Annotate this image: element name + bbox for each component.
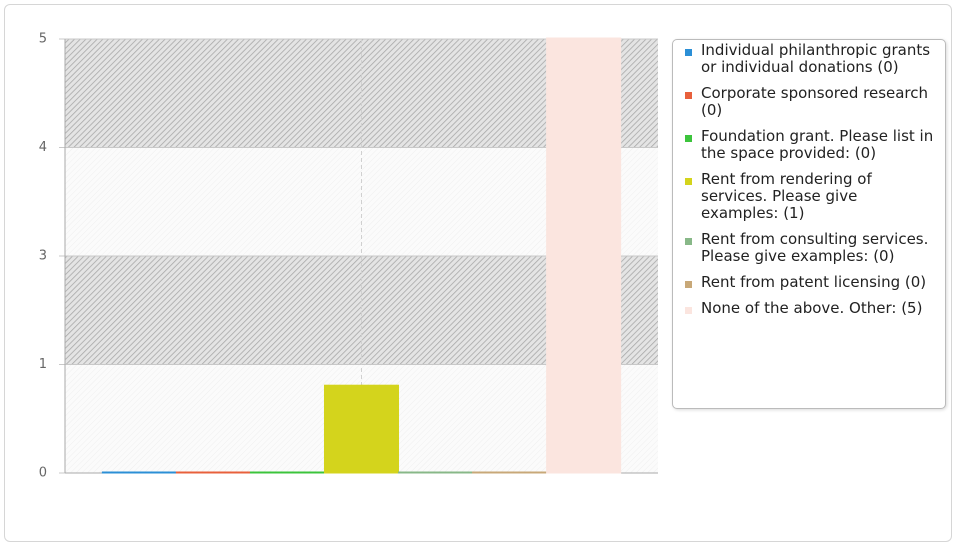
bar [398, 471, 474, 474]
legend-swatch [685, 49, 692, 56]
bar [472, 471, 548, 474]
legend-label: Rent from consulting services. Please gi… [701, 230, 929, 265]
y-tick-label: 0 [39, 466, 47, 481]
bar [249, 471, 325, 474]
legend-label: None of the above. Other: (5) [701, 299, 923, 317]
legend-entry: Rent from rendering of services. Please … [683, 171, 939, 222]
bar [323, 384, 400, 474]
bar [101, 471, 177, 474]
y-tick-label: 3 [39, 249, 47, 264]
bar [175, 471, 251, 474]
legend-label: Rent from patent licensing (0) [701, 273, 927, 291]
legend-swatch [685, 135, 692, 142]
legend-label: Corporate sponsored research (0) [701, 84, 929, 119]
y-tick-label: 5 [39, 32, 47, 47]
legend-entry: None of the above. Other: (5) [683, 300, 939, 317]
legend-label: Foundation grant. Please list in the spa… [701, 127, 934, 162]
legend-swatch [685, 92, 692, 99]
y-tick-label: 4 [39, 140, 47, 155]
bar [546, 37, 622, 474]
y-tick-label: 1 [39, 357, 47, 372]
legend-entry: Individual philanthropic grants or indiv… [683, 42, 939, 76]
legend-entry: Rent from patent licensing (0) [683, 274, 939, 291]
legend: Individual philanthropic grants or indiv… [672, 39, 946, 409]
legend-label: Individual philanthropic grants or indiv… [701, 41, 931, 76]
chart-frame [4, 4, 952, 542]
legend-entry: Corporate sponsored research (0) [683, 85, 939, 119]
legend-swatch [685, 281, 692, 288]
legend-label: Rent from rendering of services. Please … [701, 170, 872, 222]
legend-swatch [685, 238, 692, 245]
legend-swatch [685, 178, 692, 185]
legend-swatch [685, 307, 692, 314]
legend-entry: Foundation grant. Please list in the spa… [683, 128, 939, 162]
legend-entry: Rent from consulting services. Please gi… [683, 231, 939, 265]
